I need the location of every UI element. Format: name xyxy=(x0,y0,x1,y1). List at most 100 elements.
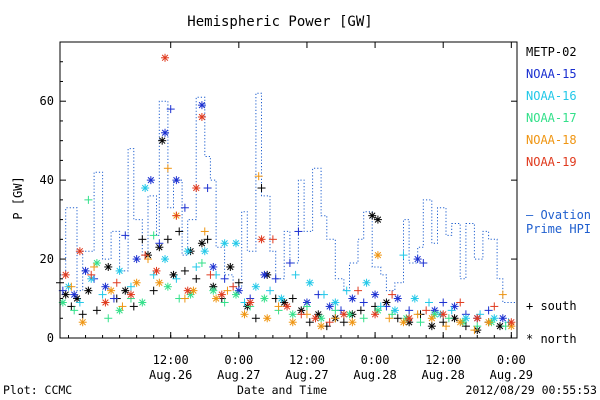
x-tick-date-label: Aug.29 xyxy=(490,368,533,382)
marker-noaa-19-north xyxy=(283,302,292,311)
marker-noaa-19-north xyxy=(101,298,110,307)
marker-noaa-15-north xyxy=(172,176,181,185)
marker-noaa-15-south xyxy=(109,294,118,303)
marker-noaa-15-north xyxy=(413,255,422,264)
marker-noaa-19-south xyxy=(87,270,96,279)
marker-noaa-15-south xyxy=(405,306,414,315)
x-tick-date-label: Aug.28 xyxy=(422,368,465,382)
marker-noaa-19-north xyxy=(61,270,70,279)
x-tick-time-label: 0:00 xyxy=(224,353,253,367)
marker-metp-02-south xyxy=(234,278,243,287)
marker-noaa-15-north xyxy=(498,314,507,323)
legend: METP-02 NOAA-15 NOAA-16 NOAA-17 NOAA-18 … xyxy=(526,45,591,346)
marker-noaa-18-north xyxy=(78,318,87,327)
marker-noaa-17-north xyxy=(260,294,269,303)
marker-noaa-15-north xyxy=(81,266,90,275)
marker-noaa-18-south xyxy=(67,282,76,291)
marker-noaa-19-south xyxy=(490,302,499,311)
marker-metp-02-north xyxy=(84,286,93,295)
marker-noaa-17-north xyxy=(163,282,172,291)
marker-noaa-16-north xyxy=(362,278,371,287)
y-tick-label: 20 xyxy=(40,252,54,266)
marker-noaa-16-south xyxy=(172,274,181,283)
marker-metp-02-south xyxy=(129,302,138,311)
marker-metp-02-south xyxy=(393,314,402,323)
x-tick-time-label: 0:00 xyxy=(361,353,390,367)
marker-metp-02-north xyxy=(121,286,130,295)
marker-noaa-16-south xyxy=(319,290,328,299)
marker-noaa-18-north xyxy=(107,286,116,295)
marker-noaa-19-south xyxy=(297,310,306,319)
y-axis-ticks: 0 20 40 60 xyxy=(40,61,517,345)
marker-metp-02-north xyxy=(226,262,235,271)
marker-metp-02-north xyxy=(197,239,206,248)
marker-noaa-19-south xyxy=(388,290,397,299)
marker-noaa-17-north xyxy=(288,310,297,319)
marker-noaa-15-north xyxy=(450,302,459,311)
marker-metp-02-south xyxy=(356,306,365,315)
marker-noaa-17-north xyxy=(430,310,439,319)
marker-noaa-19-north xyxy=(439,310,448,319)
marker-noaa-15-south xyxy=(155,239,164,248)
marker-noaa-19-south xyxy=(141,251,150,260)
marker-noaa-19-north xyxy=(75,247,84,256)
marker-noaa-18-north xyxy=(212,294,221,303)
marker-metp-02-south xyxy=(175,227,184,236)
marker-noaa-18-south xyxy=(118,302,127,311)
marker-noaa-18-south xyxy=(90,262,99,271)
marker-noaa-19-north xyxy=(371,310,380,319)
marker-noaa-19-north xyxy=(339,310,348,319)
x-tick-time-label: 12:00 xyxy=(289,353,325,367)
marker-noaa-16-south xyxy=(126,282,135,291)
marker-noaa-16-south xyxy=(447,306,456,315)
x-axis-label: Date and Time xyxy=(237,383,327,397)
marker-noaa-17-north xyxy=(231,290,240,299)
x-tick-date-label: Aug.26 xyxy=(149,368,192,382)
marker-noaa-18-north xyxy=(132,278,141,287)
marker-noaa-16-north xyxy=(115,266,124,275)
marker-noaa-18-south xyxy=(385,314,394,323)
marker-metp-02-north xyxy=(104,262,113,271)
legend-item-noaa-16: NOAA-16 xyxy=(526,89,577,103)
marker-noaa-16-south xyxy=(425,298,434,307)
marker-noaa-19-north xyxy=(152,266,161,275)
x-tick-date-label: Aug.27 xyxy=(285,368,328,382)
marker-noaa-19-south xyxy=(268,235,277,244)
marker-noaa-15-north xyxy=(260,270,269,279)
marker-noaa-15-south xyxy=(220,274,229,283)
marker-noaa-19-north xyxy=(192,184,201,193)
marker-noaa-19-north xyxy=(183,286,192,295)
marker-noaa-16-south xyxy=(399,251,408,260)
marker-noaa-16-north xyxy=(200,247,209,256)
marker-noaa-17-south xyxy=(302,302,311,311)
marker-noaa-15-north xyxy=(132,255,141,264)
marker-metp-02-south xyxy=(138,235,147,244)
marker-metp-02-south xyxy=(288,294,297,303)
plot-frame xyxy=(59,41,518,339)
marker-noaa-18-north xyxy=(456,318,465,327)
marker-noaa-17-south xyxy=(84,195,93,204)
marker-metp-02-north xyxy=(427,322,436,331)
marker-noaa-18-north xyxy=(348,318,357,327)
marker-metp-02-south xyxy=(92,306,101,315)
marker-noaa-17-south xyxy=(331,306,340,315)
marker-noaa-17-south xyxy=(359,314,368,323)
legend-ovation-line-2: Prime HPI xyxy=(526,222,591,236)
marker-metp-02-south xyxy=(180,266,189,275)
marker-noaa-18-south xyxy=(413,310,422,319)
marker-noaa-15-north xyxy=(209,262,218,271)
marker-noaa-19-north xyxy=(126,290,135,299)
marker-noaa-19-south xyxy=(206,270,215,279)
marker-noaa-19-north xyxy=(217,290,226,299)
marker-noaa-16-north xyxy=(183,247,192,256)
marker-metp-02-north xyxy=(373,215,382,224)
marker-noaa-15-south xyxy=(419,259,428,268)
marker-noaa-19-north xyxy=(257,235,266,244)
marker-noaa-19-south xyxy=(112,278,121,287)
marker-noaa-15-south xyxy=(285,259,294,268)
marker-noaa-18-south xyxy=(470,326,479,335)
marker-noaa-15-north xyxy=(197,101,206,110)
marker-noaa-17-south xyxy=(70,306,79,315)
marker-noaa-18-north xyxy=(288,318,297,327)
